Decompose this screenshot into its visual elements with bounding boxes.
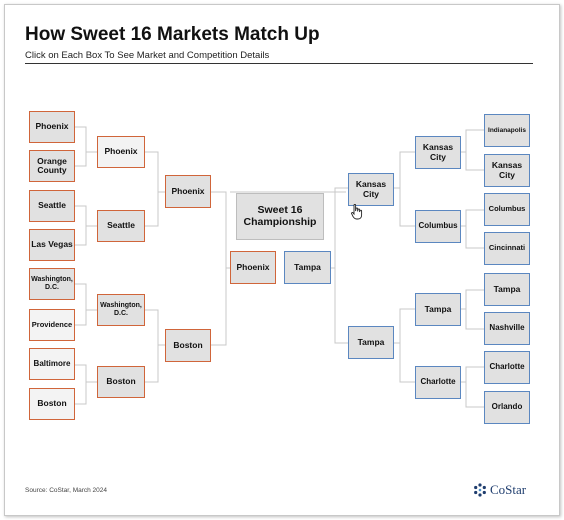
left-r1-providence[interactable]: Providence bbox=[29, 309, 75, 341]
costar-logo-text: CoStar bbox=[490, 482, 527, 497]
left-r2-boston[interactable]: Boston bbox=[97, 366, 145, 398]
right-r1-kansas-city[interactable]: Kansas City bbox=[484, 154, 530, 187]
bracket-connector-l1b bbox=[75, 205, 97, 246]
left-r2-phoenix[interactable]: Phoenix bbox=[97, 136, 145, 168]
bracket-connector-l2a bbox=[145, 151, 165, 227]
final-right-tampa[interactable]: Tampa bbox=[284, 251, 331, 284]
right-r3-tampa[interactable]: Tampa bbox=[348, 326, 394, 359]
title-divider bbox=[25, 63, 533, 64]
bracket-connector-l2b bbox=[145, 309, 165, 383]
right-r2-tampa[interactable]: Tampa bbox=[415, 293, 461, 326]
left-r2-seattle[interactable]: Seattle bbox=[97, 210, 145, 242]
left-r1-seattle[interactable]: Seattle bbox=[29, 190, 75, 222]
bracket-connector-r2b bbox=[394, 308, 415, 383]
right-r3-kansas-city[interactable]: Kansas City bbox=[348, 173, 394, 206]
bracket-connector-r2a bbox=[394, 151, 415, 227]
costar-logo: CoStar bbox=[473, 482, 526, 498]
bracket-connector-l1a bbox=[75, 126, 97, 167]
source-note: Source: CoStar, March 2024 bbox=[25, 487, 108, 494]
left-r1-phoenix[interactable]: Phoenix bbox=[29, 111, 75, 143]
bracket-connector-r1b bbox=[461, 209, 484, 249]
right-r1-nashville[interactable]: Nashville bbox=[484, 312, 530, 345]
graphic-frame bbox=[4, 4, 560, 516]
right-r1-indianapolis[interactable]: Indianapolis bbox=[484, 114, 530, 147]
bracket-connector-l1d bbox=[75, 364, 97, 405]
left-r1-orange-county[interactable]: Orange County bbox=[29, 150, 75, 182]
bracket-connector-r3 bbox=[331, 187, 348, 344]
final-left-phoenix[interactable]: Phoenix bbox=[230, 251, 276, 284]
right-r1-orlando[interactable]: Orlando bbox=[484, 391, 530, 424]
bracket-connector-r1d bbox=[461, 366, 484, 408]
left-r3-phoenix[interactable]: Phoenix bbox=[165, 175, 211, 208]
bracket-connector-l3 bbox=[211, 191, 230, 346]
right-r1-cincinnati[interactable]: Cincinnati bbox=[484, 232, 530, 265]
right-r1-charlotte[interactable]: Charlotte bbox=[484, 351, 530, 384]
left-r1-washington-dc[interactable]: Washington, D.C. bbox=[29, 268, 75, 300]
left-r2-washington-dc[interactable]: Washington, D.C. bbox=[97, 294, 145, 326]
right-r1-tampa[interactable]: Tampa bbox=[484, 273, 530, 306]
bracket-connector-l1c bbox=[75, 283, 97, 326]
right-r1-columbus[interactable]: Columbus bbox=[484, 193, 530, 226]
left-r1-baltimore[interactable]: Baltimore bbox=[29, 348, 75, 380]
left-r1-boston[interactable]: Boston bbox=[29, 388, 75, 420]
page-subtitle: Click on Each Box To See Market and Comp… bbox=[25, 50, 270, 61]
right-r2-kansas-city[interactable]: Kansas City bbox=[415, 136, 461, 169]
right-r2-columbus[interactable]: Columbus bbox=[415, 210, 461, 243]
left-r3-boston[interactable]: Boston bbox=[165, 329, 211, 362]
hand-pointer-icon bbox=[351, 204, 363, 220]
bracket-connector-r1a bbox=[461, 129, 484, 171]
right-r2-charlotte[interactable]: Charlotte bbox=[415, 366, 461, 399]
costar-logo-icon bbox=[474, 483, 486, 497]
page-title: How Sweet 16 Markets Match Up bbox=[25, 24, 320, 45]
championship-box: Sweet 16 Championship bbox=[236, 193, 324, 240]
bracket-connector-r1c bbox=[461, 289, 484, 330]
left-r1-las-vegas[interactable]: Las Vegas bbox=[29, 229, 75, 261]
